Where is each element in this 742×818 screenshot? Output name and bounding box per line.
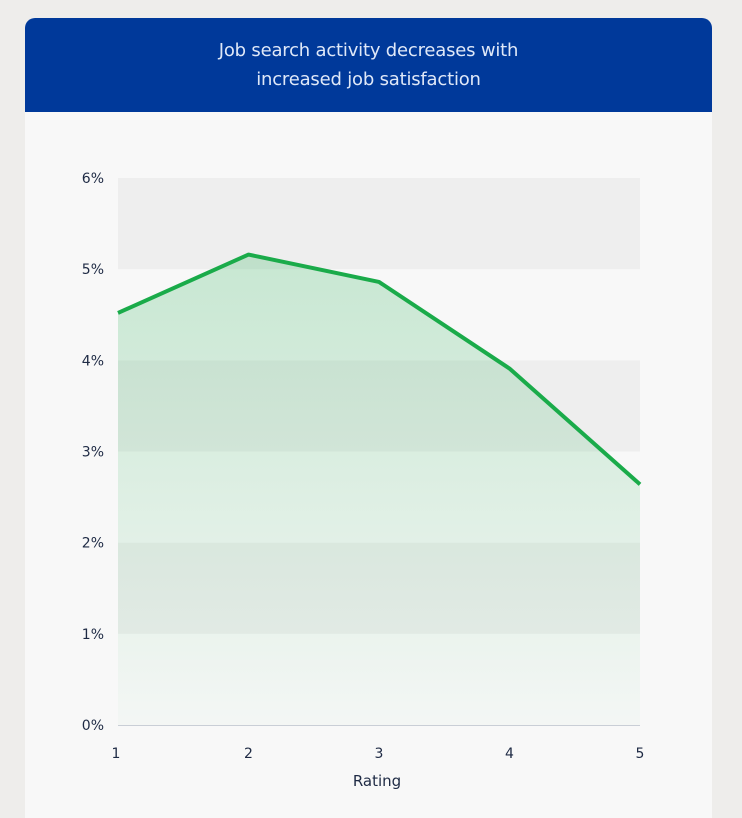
x-tick-label: 2 [244,746,253,762]
x-axis-title: Rating [353,772,401,790]
series-line [117,252,642,486]
y-tick-label: 4% [82,353,104,369]
y-tick-label: 0% [82,718,104,734]
y-tick-label: 2% [82,536,104,552]
area-layer [118,254,640,725]
line-layer [117,252,642,486]
x-tick-label: 5 [636,746,645,762]
x-tick-label: 3 [375,746,384,762]
grid-band-5 [118,178,640,270]
x-tick-label: 1 [112,746,121,762]
y-tick-label: 5% [82,262,104,278]
chart-title: Job search activity decreases with incre… [218,40,519,90]
x-tick-label: 4 [505,746,514,762]
y-tick-label: 3% [82,445,104,461]
series-area [118,254,640,725]
y-tick-label: 6% [82,171,104,187]
axis-layer: 0% 1% 2% 3% 4% 5% 6% 1 2 3 4 5 [82,171,645,762]
y-tick-label: 1% [82,627,104,643]
chart-header: Job search activity decreases with incre… [25,18,712,112]
